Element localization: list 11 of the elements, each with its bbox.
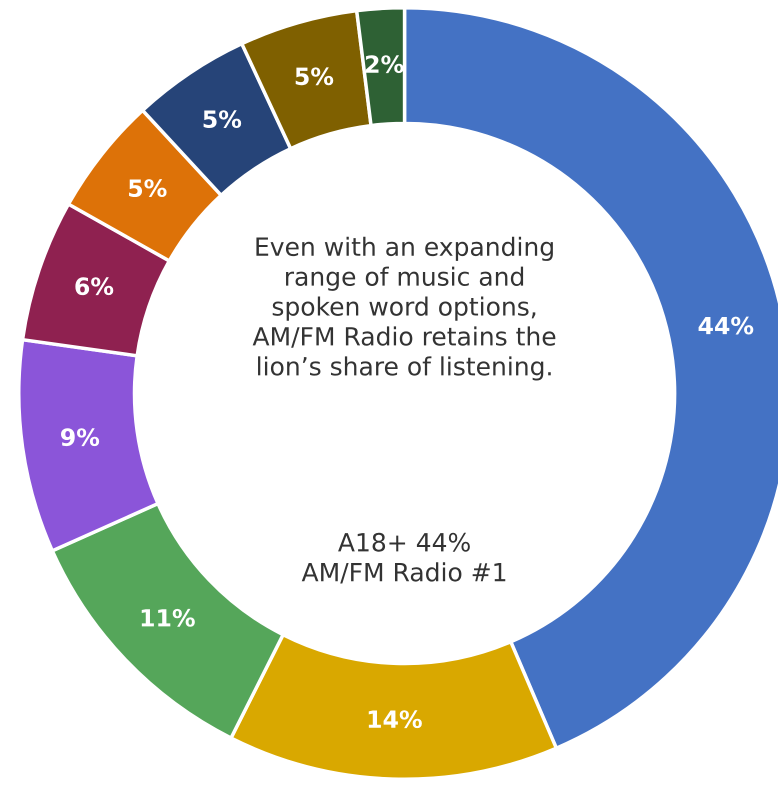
data-label: 9% [61, 428, 100, 446]
data-label: 2% [366, 55, 404, 74]
data-label: 11% [142, 608, 195, 627]
data-label: 6% [75, 277, 114, 296]
data-label: 5% [296, 67, 334, 86]
data-label: 44% [698, 316, 754, 335]
data-label: 5% [204, 110, 242, 128]
data-label: 14% [368, 710, 422, 728]
data-label: 5% [129, 179, 167, 198]
text: A18+ 44% AM/FM Radio #1 [302, 532, 506, 584]
text: Even with an expanding range of music and spoken word options, AM/FM Radio retains the lion’s share of listening. [252, 236, 556, 381]
